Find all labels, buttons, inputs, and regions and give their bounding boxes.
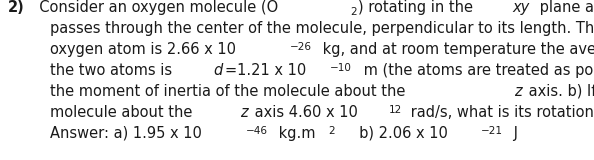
Text: d: d (214, 63, 223, 78)
Text: the moment of inertia of the molecule about the: the moment of inertia of the molecule ab… (50, 84, 410, 99)
Text: axis 4.60 x 10: axis 4.60 x 10 (249, 105, 358, 120)
Text: 2): 2) (8, 0, 25, 15)
Text: kg, and at room temperature the average separation between: kg, and at room temperature the average … (318, 42, 594, 57)
Text: m (the atoms are treated as point masses).  a) Calculate: m (the atoms are treated as point masses… (359, 63, 594, 78)
Text: the two atoms is: the two atoms is (50, 63, 177, 78)
Text: rad/s, what is its rotational kinetic energy?: rad/s, what is its rotational kinetic en… (406, 105, 594, 120)
Text: −26: −26 (290, 42, 312, 52)
Text: b) 2.06 x 10: b) 2.06 x 10 (336, 126, 448, 141)
Text: plane about the: plane about the (535, 0, 594, 15)
Text: 12: 12 (388, 105, 402, 115)
Text: passes through the center of the molecule, perpendicular to its length. The mass: passes through the center of the molecul… (50, 21, 594, 36)
Text: kg.m: kg.m (274, 126, 316, 141)
Text: 2: 2 (350, 7, 356, 17)
Text: z: z (514, 84, 522, 99)
Text: 2: 2 (328, 126, 334, 136)
Text: molecule about the: molecule about the (50, 105, 197, 120)
Text: J: J (509, 126, 518, 141)
Text: −46: −46 (246, 126, 268, 136)
Text: ) rotating in the: ) rotating in the (359, 0, 478, 15)
Text: Consider an oxygen molecule (O: Consider an oxygen molecule (O (30, 0, 278, 15)
Text: z: z (239, 105, 247, 120)
Text: xy: xy (513, 0, 530, 15)
Text: =1.21 x 10: =1.21 x 10 (226, 63, 307, 78)
Text: −21: −21 (481, 126, 503, 136)
Text: Answer: a) 1.95 x 10: Answer: a) 1.95 x 10 (50, 126, 202, 141)
Text: oxygen atom is 2.66 x 10: oxygen atom is 2.66 x 10 (50, 42, 236, 57)
Text: axis. b) If the angular speed of the: axis. b) If the angular speed of the (525, 84, 594, 99)
Text: −10: −10 (330, 63, 352, 73)
